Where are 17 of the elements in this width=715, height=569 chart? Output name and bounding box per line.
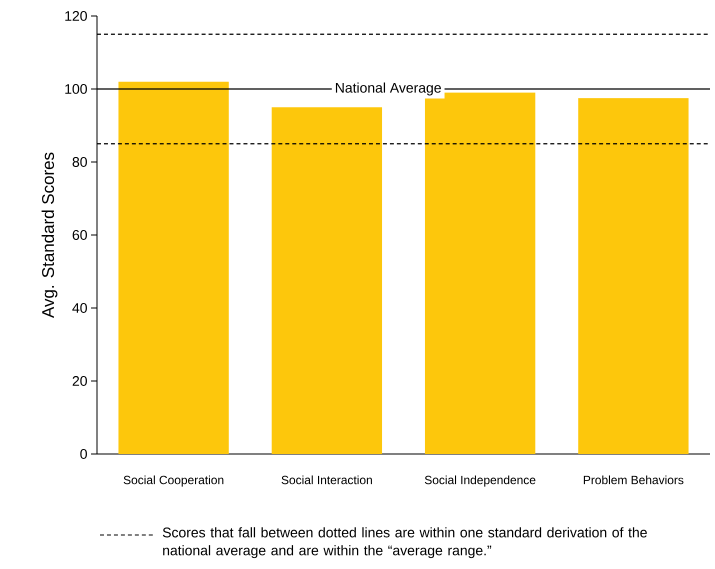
y-axis-title: Avg. Standard Scores <box>42 152 58 318</box>
bar <box>118 82 229 454</box>
x-tick-label: Problem Behaviors <box>584 475 684 484</box>
x-tick-label: Social Interaction <box>282 475 372 484</box>
ref-line-label: National Average <box>336 82 441 96</box>
y-tick-label: 120 <box>65 11 87 21</box>
y-tick-label: 0 <box>80 449 87 459</box>
y-tick-label: 20 <box>72 376 87 386</box>
y-tick-label: 60 <box>72 230 87 240</box>
bar <box>272 107 382 454</box>
y-tick-label: 100 <box>65 84 87 94</box>
x-tick-label: Social Cooperation <box>124 475 224 487</box>
x-tick-label: Social Independence <box>424 475 536 487</box>
text: Scores that fall between dotted lines are within one standard derivation of the national average and are within the “average range.” <box>162 527 647 558</box>
bar <box>578 98 689 454</box>
y-tick-label: 80 <box>72 157 87 167</box>
y-tick-label: 40 <box>72 303 87 313</box>
